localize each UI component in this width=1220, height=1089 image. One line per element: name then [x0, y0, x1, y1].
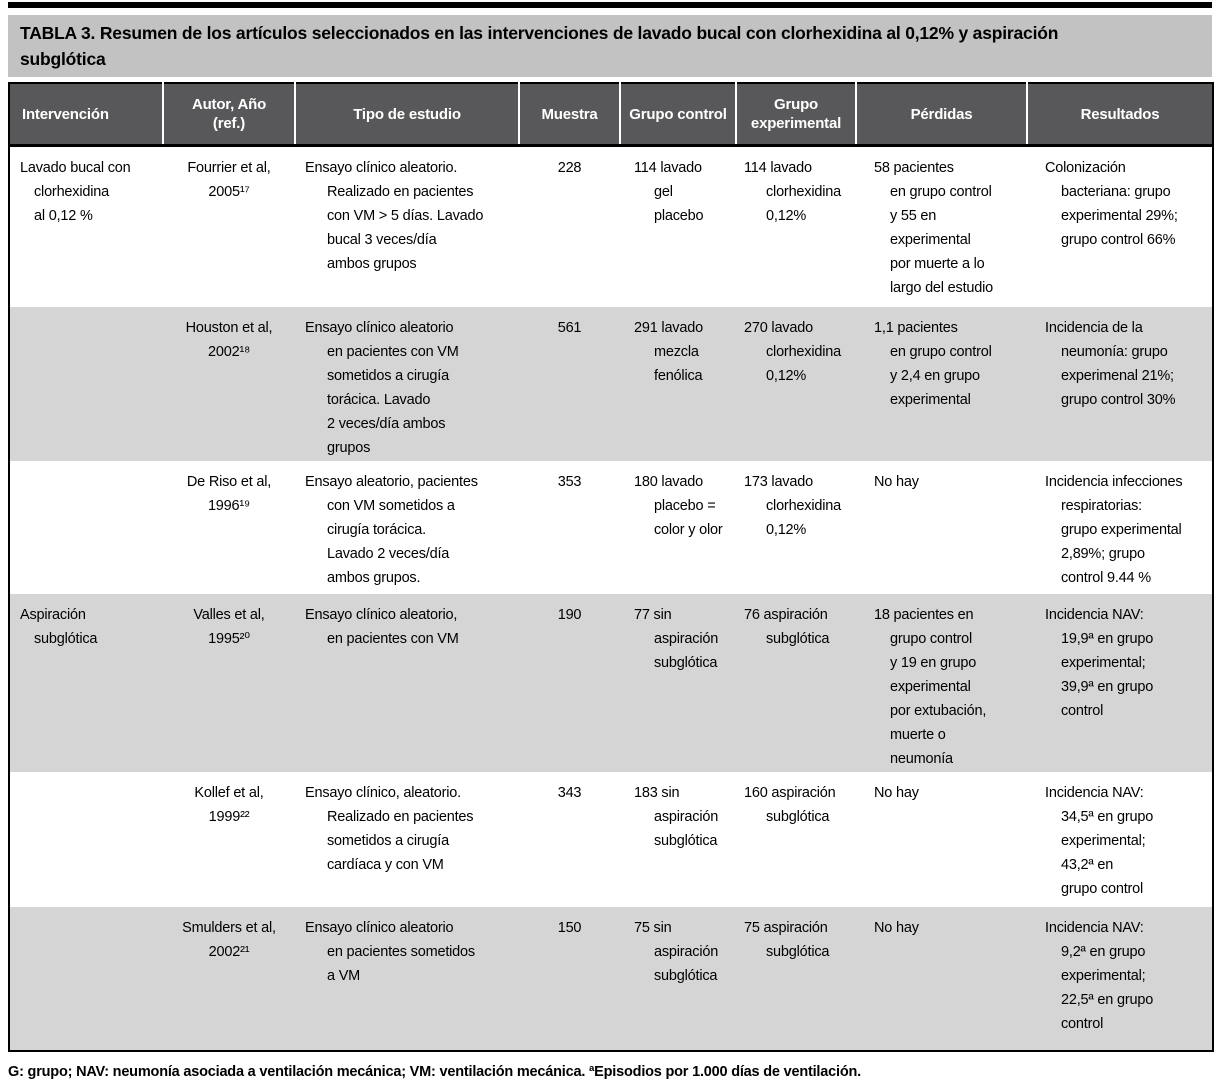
study-row-valles: Aspiración subglótica Valles et al, 1995… — [9, 593, 1213, 772]
cell-grupo-control: 183 sin aspiración subglótica — [634, 784, 719, 849]
cell-autor: Smulders et al, 2002²¹ — [182, 919, 276, 960]
cell-grupo-experimental: 173 lavado clorhexidina 0,12% — [744, 473, 841, 538]
table-footnote: G: grupo; NAV: neumonía asociada a venti… — [8, 1063, 861, 1080]
cell-resultados: Incidencia infecciones respiratorias: gr… — [1045, 473, 1183, 586]
cell-tipo-estudio: Ensayo clínico aleatorio en pacientes so… — [305, 919, 475, 984]
cell-intervencion — [9, 307, 163, 461]
cell-resultados: Colonización bacteriana: grupo experimen… — [1045, 160, 1178, 248]
table-header: Intervención Autor, Año (ref.) Tipo de e… — [9, 83, 1213, 146]
cell-muestra: 561 — [557, 319, 582, 336]
col-header-tipo-estudio: Tipo de estudio — [295, 83, 520, 146]
cell-intervencion — [9, 461, 163, 594]
cell-grupo-control: 77 sin aspiración subglótica — [634, 606, 719, 671]
cell-resultados: Incidencia NAV: 19,9ª en grupo experimen… — [1045, 606, 1154, 719]
cell-grupo-experimental: 114 lavado clorhexidina 0,12% — [744, 160, 841, 224]
col-header-intervencion: Intervención — [9, 83, 164, 146]
cell-muestra: 150 — [557, 919, 582, 936]
cell-intervencion: Lavado bucal con clorhexidina al 0,12 % — [20, 160, 131, 224]
cell-autor: Valles et al, 1995²⁰ — [193, 606, 265, 647]
study-row-deriso: De Riso et al, 1996¹⁹ Ensayo aleatorio, … — [9, 460, 1213, 594]
cell-grupo-experimental: 75 aspiración subglótica — [744, 919, 830, 960]
header-row: Intervención Autor, Año (ref.) Tipo de e… — [9, 83, 1213, 146]
study-row-kollef: Kollef et al, 1999²² Ensayo clínico, ale… — [9, 771, 1213, 907]
cell-perdidas: No hay — [874, 473, 919, 490]
study-row-smulders: Smulders et al, 2002²¹ Ensayo clínico al… — [9, 906, 1213, 1051]
col-header-grupo-experimental: Grupo experimental — [736, 83, 857, 146]
cell-muestra: 228 — [557, 160, 582, 176]
col-header-grupo-control: Grupo control — [620, 83, 737, 146]
cell-grupo-experimental: 270 lavado clorhexidina 0,12% — [744, 319, 841, 384]
cell-grupo-control: 114 lavado gel placebo — [634, 160, 704, 224]
cell-autor: Houston et al, 2002¹⁸ — [185, 319, 273, 360]
study-row-houston: Houston et al, 2002¹⁸ Ensayo clínico ale… — [9, 306, 1213, 461]
cell-autor: Kollef et al, 1999²² — [194, 784, 264, 825]
col-header-perdidas: Pérdidas — [856, 83, 1028, 146]
summary-table: Intervención Autor, Año (ref.) Tipo de e… — [8, 82, 1214, 1052]
cell-resultados: Incidencia NAV: 34,5ª en grupo experimen… — [1045, 784, 1154, 897]
cell-perdidas: No hay — [874, 784, 919, 801]
cell-tipo-estudio: Ensayo clínico aleatorio en pacientes co… — [305, 319, 459, 456]
cell-tipo-estudio: Ensayo clínico, aleatorio. Realizado en … — [305, 784, 474, 873]
cell-perdidas: 58 pacientes en grupo control y 55 en ex… — [874, 160, 994, 296]
cell-resultados: Incidencia NAV: 9,2ª en grupo experiment… — [1045, 919, 1154, 1032]
cell-tipo-estudio: Ensayo aleatorio, pacientes con VM somet… — [305, 473, 478, 586]
cell-grupo-experimental: 160 aspiración subglótica — [744, 784, 836, 825]
study-row-fourrier: Lavado bucal con clorhexidina al 0,12 % … — [9, 145, 1213, 307]
cell-muestra: 353 — [557, 473, 582, 490]
col-header-muestra: Muestra — [519, 83, 621, 146]
cell-perdidas: No hay — [874, 919, 919, 936]
cell-grupo-control: 75 sin aspiración subglótica — [634, 919, 719, 984]
cell-resultados: Incidencia de la neumonía: grupo experim… — [1045, 319, 1176, 408]
cell-intervencion — [9, 772, 163, 907]
cell-intervencion — [9, 907, 163, 1051]
cell-perdidas: 18 pacientes en grupo control y 19 en gr… — [874, 606, 987, 767]
cell-autor: De Riso et al, 1996¹⁹ — [186, 473, 272, 514]
col-header-resultados: Resultados — [1027, 83, 1213, 146]
cell-intervencion: Aspiración subglótica — [20, 606, 98, 647]
cell-grupo-experimental: 76 aspiración subglótica — [744, 606, 830, 647]
table-title: TABLA 3. Resumen de los artículos selecc… — [8, 15, 1212, 77]
cell-grupo-control: 180 lavado placebo = color y olor — [634, 473, 723, 538]
cell-autor: Fourrier et al, 2005¹⁷ — [187, 160, 271, 200]
cell-muestra: 343 — [557, 784, 582, 801]
cell-tipo-estudio: Ensayo clínico aleatorio, en pacientes c… — [305, 606, 459, 647]
top-rule — [8, 2, 1212, 8]
cell-tipo-estudio: Ensayo clínico aleatorio. Realizado en p… — [305, 160, 484, 272]
cell-grupo-control: 291 lavado mezcla fenólica — [634, 319, 703, 384]
col-header-autor: Autor, Año (ref.) — [163, 83, 296, 146]
cell-perdidas: 1,1 pacientes en grupo control y 2,4 en … — [874, 319, 992, 408]
cell-muestra: 190 — [557, 606, 582, 623]
